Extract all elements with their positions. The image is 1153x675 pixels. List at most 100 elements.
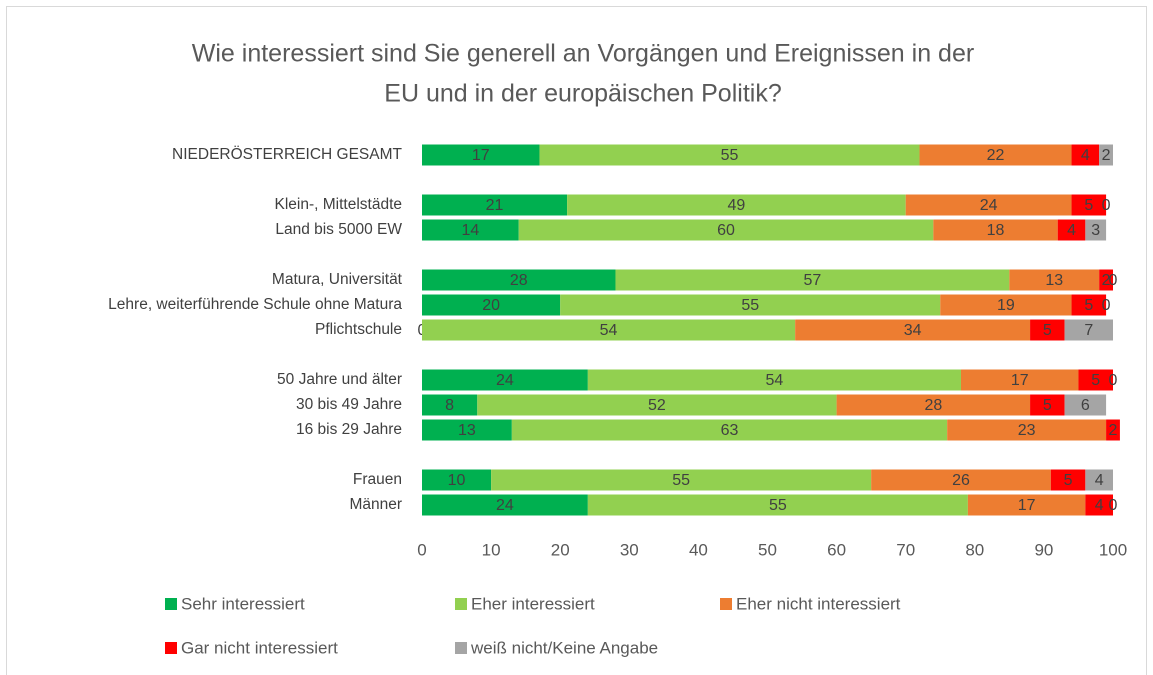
value-label: 2 bbox=[1102, 272, 1111, 289]
bar-segment bbox=[1071, 144, 1100, 166]
legend-swatch bbox=[720, 598, 732, 610]
bar-segment bbox=[422, 269, 616, 291]
value-label: 24 bbox=[496, 372, 514, 389]
value-label: 22 bbox=[987, 147, 1005, 164]
value-label: 63 bbox=[721, 422, 739, 439]
legend-label: weiß nicht/Keine Angabe bbox=[470, 638, 658, 657]
value-label: 14 bbox=[461, 222, 479, 239]
bar-segment bbox=[422, 494, 588, 516]
bar-segment bbox=[1106, 419, 1120, 441]
value-label: 2 bbox=[1102, 147, 1111, 164]
value-label: 8 bbox=[445, 397, 454, 414]
value-label: 5 bbox=[1043, 322, 1052, 339]
bar-segment bbox=[567, 194, 906, 216]
value-label: 5 bbox=[1043, 397, 1052, 414]
value-label: 54 bbox=[766, 372, 784, 389]
bar-segment bbox=[615, 269, 1010, 291]
value-label: 5 bbox=[1064, 472, 1073, 489]
bar-segment bbox=[919, 144, 1072, 166]
value-label: 60 bbox=[717, 222, 735, 239]
y-tick-label: Land bis 5000 EW bbox=[275, 221, 402, 238]
chart-title: EU und in der europäischen Politik? bbox=[384, 80, 781, 108]
value-label: 28 bbox=[510, 272, 528, 289]
bar-segment bbox=[422, 294, 561, 316]
value-label: 2 bbox=[1109, 422, 1118, 439]
value-label: 4 bbox=[1095, 472, 1104, 489]
value-label: 0 bbox=[1109, 497, 1118, 514]
y-tick-label: Frauen bbox=[353, 471, 402, 488]
value-label: 0 bbox=[1109, 372, 1118, 389]
bar-segment bbox=[422, 419, 512, 441]
value-label: 4 bbox=[1095, 497, 1104, 514]
bar-segment bbox=[518, 219, 934, 241]
value-label: 17 bbox=[1018, 497, 1036, 514]
bar-segment bbox=[960, 369, 1079, 391]
bar-segment bbox=[1078, 369, 1113, 391]
legend-swatch bbox=[455, 598, 467, 610]
value-label: 7 bbox=[1084, 322, 1093, 339]
bar-segment bbox=[587, 494, 968, 516]
legend-label: Sehr interessiert bbox=[181, 594, 305, 613]
y-tick-label: 16 bis 29 Jahre bbox=[296, 421, 402, 438]
bar-segment bbox=[422, 194, 568, 216]
value-label: 20 bbox=[482, 297, 500, 314]
value-label: 49 bbox=[728, 197, 746, 214]
x-tick-label: 30 bbox=[620, 540, 639, 559]
value-label: 24 bbox=[496, 497, 514, 514]
bar-segment bbox=[795, 319, 1031, 341]
x-tick-label: 100 bbox=[1099, 540, 1127, 559]
value-label: 13 bbox=[458, 422, 476, 439]
value-label: 55 bbox=[672, 472, 690, 489]
x-tick-label: 70 bbox=[896, 540, 915, 559]
value-label: 4 bbox=[1081, 147, 1090, 164]
value-label: 5 bbox=[1091, 372, 1100, 389]
y-tick-label: Klein-, Mittelstädte bbox=[275, 196, 403, 213]
bar-segment bbox=[491, 469, 872, 491]
bar-segment bbox=[422, 144, 540, 166]
bar-segment bbox=[1071, 194, 1107, 216]
y-tick-label: Männer bbox=[349, 496, 402, 513]
x-tick-label: 10 bbox=[482, 540, 501, 559]
bar-segment bbox=[947, 419, 1107, 441]
value-label: 57 bbox=[804, 272, 822, 289]
x-tick-label: 90 bbox=[1034, 540, 1053, 559]
value-label: 5 bbox=[1084, 297, 1093, 314]
x-tick-label: 60 bbox=[827, 540, 846, 559]
value-label: 28 bbox=[924, 397, 942, 414]
legend-swatch bbox=[165, 642, 177, 654]
bar-segment bbox=[422, 469, 492, 491]
value-label: 0 bbox=[1102, 197, 1111, 214]
legend-label: Eher interessiert bbox=[471, 594, 595, 613]
bar-segment bbox=[511, 419, 948, 441]
x-tick-label: 50 bbox=[758, 540, 777, 559]
value-label: 17 bbox=[472, 147, 490, 164]
y-tick-label: 30 bis 49 Jahre bbox=[296, 396, 402, 413]
y-tick-label: Lehre, weiterführende Schule ohne Matura bbox=[108, 296, 402, 313]
bar-segment bbox=[1085, 219, 1107, 241]
value-label: 24 bbox=[980, 197, 998, 214]
y-tick-label: NIEDERÖSTERREICH GESAMT bbox=[172, 145, 402, 163]
bar-segment bbox=[422, 319, 796, 341]
value-label: 55 bbox=[741, 297, 759, 314]
value-label: 54 bbox=[600, 322, 618, 339]
y-tick-label: 50 Jahre und älter bbox=[277, 371, 402, 388]
legend-label: Gar nicht interessiert bbox=[181, 638, 338, 657]
bar-segment bbox=[422, 369, 588, 391]
bar-segment bbox=[933, 219, 1058, 241]
bar-segment bbox=[1099, 269, 1113, 291]
value-label: 23 bbox=[1018, 422, 1036, 439]
bar-segment bbox=[905, 194, 1072, 216]
value-label: 34 bbox=[904, 322, 922, 339]
bar-segment bbox=[1064, 319, 1113, 341]
bar-segment bbox=[1085, 494, 1113, 516]
bar-segment bbox=[477, 394, 837, 416]
x-tick-label: 80 bbox=[965, 540, 984, 559]
value-label: 0 bbox=[1102, 297, 1111, 314]
bar-segment bbox=[836, 394, 1031, 416]
bar-segment bbox=[1009, 269, 1100, 291]
bar-segment bbox=[1085, 469, 1113, 491]
value-label: 18 bbox=[987, 222, 1005, 239]
chart-frame bbox=[6, 6, 1147, 675]
value-label: 55 bbox=[721, 147, 739, 164]
